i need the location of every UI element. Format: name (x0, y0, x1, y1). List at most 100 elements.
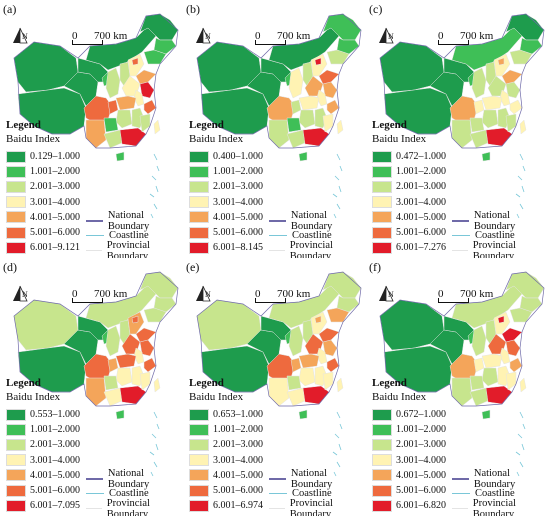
province-liaoning (326, 49, 350, 65)
panel-letter: (c) (369, 2, 383, 16)
north-arrow-icon: N (13, 27, 28, 44)
province-guizhou (103, 375, 119, 391)
scale-zero: 0 (72, 288, 78, 300)
south-sea-island (153, 411, 158, 419)
legend-line-label: Coastline (109, 230, 149, 241)
scale-zero: 0 (438, 30, 444, 42)
legend-class-label: 1.001–2.000 (213, 166, 263, 178)
province-hainan (298, 151, 308, 162)
legend-class: 6.001–7.095 (6, 498, 80, 513)
legend-swatch (6, 484, 26, 497)
province-gansu (443, 315, 475, 341)
legend-line: National Boundary (86, 210, 183, 232)
legend-class-label: 0.400–1.000 (213, 151, 263, 163)
province-liaoning (143, 49, 167, 65)
legend-line-label: Coastline (475, 488, 515, 499)
legend-line-label: National Boundary (290, 209, 333, 232)
legend-class-label: 3.001–4.000 (213, 196, 263, 208)
province-guizhou (103, 117, 119, 133)
legend-class-label: 5.001–6.000 (30, 227, 80, 239)
legend-swatch (372, 150, 392, 163)
national-boundary-symbol (86, 477, 103, 480)
south-sea-island (517, 433, 523, 439)
province-yunnan (268, 119, 290, 149)
national-boundary-symbol (452, 219, 469, 222)
province-zhejiang (509, 99, 523, 115)
scale-zero: 0 (255, 288, 261, 300)
legend-class: 3.001–4.000 (6, 453, 80, 468)
province-taiwan (519, 119, 527, 135)
legend-swatch (372, 423, 392, 436)
south-sea-island (149, 451, 155, 456)
legend-class: 5.001–6.000 (372, 225, 446, 240)
legend-swatch (189, 241, 209, 254)
south-sea-island (515, 193, 521, 198)
legend-line-label: National Boundary (107, 209, 150, 232)
legend-class: 3.001–4.000 (372, 453, 446, 468)
legend-title: Legend (372, 377, 407, 389)
legend-class-label: 3.001–4.000 (213, 454, 263, 466)
south-sea-island (338, 443, 342, 451)
province-liaoning (326, 307, 350, 323)
province-beijing (131, 57, 139, 66)
legend-class: 5.001–6.000 (372, 483, 446, 498)
province-anhui (499, 89, 511, 107)
legend-swatch (189, 499, 209, 512)
legend-swatch (189, 454, 209, 467)
legend-swatch (6, 469, 26, 482)
province-beijing (497, 57, 505, 66)
province-anhui (499, 347, 511, 365)
province-anhui (316, 89, 328, 107)
south-sea-island (332, 193, 338, 198)
legend-line-label: National Boundary (473, 209, 516, 232)
legend-class: 0.672–1.000 (372, 407, 446, 422)
south-sea-island (522, 165, 526, 172)
legend-class-label: 5.001–6.000 (213, 227, 263, 239)
legend-class: 4.001–5.000 (6, 468, 80, 483)
legend-class: 3.001–4.000 (372, 195, 446, 210)
province-shandong (318, 69, 340, 85)
province-beijing (314, 315, 322, 324)
legend-swatch (189, 196, 209, 209)
province-chongqing (473, 357, 485, 373)
legend-swatch (372, 438, 392, 451)
province-shaanxi (288, 325, 304, 357)
scale-label: 700 km (277, 30, 311, 42)
south-sea-island (515, 451, 521, 456)
china-map (13, 13, 179, 219)
province-hainan (481, 151, 491, 162)
panel-letter: (b) (186, 2, 200, 16)
legend-class: 5.001–6.000 (189, 225, 263, 240)
province-hebei (493, 311, 511, 335)
province-hunan (115, 367, 133, 387)
legend-line: Provincial Boundary (86, 240, 183, 258)
legend-swatch (189, 165, 209, 178)
province-yunnan (268, 377, 290, 407)
national-boundary (196, 13, 362, 149)
province-hainan (115, 409, 125, 420)
national-boundary-symbol (269, 219, 286, 222)
legend-class-label: 4.001–5.000 (30, 211, 80, 223)
province-shaanxi (471, 67, 487, 99)
legend-lines: National Boundary Coastline Provincial Bou… (452, 468, 549, 516)
legend-class: 1.001–2.000 (6, 422, 80, 437)
south-sea-island (336, 461, 341, 468)
province-hubei (298, 95, 320, 111)
legend-class: 5.001–6.000 (189, 483, 263, 498)
legend-line: Coastline (86, 228, 183, 243)
north-arrow-icon: N (13, 285, 28, 302)
legend-class: 1.001–2.000 (189, 164, 263, 179)
national-boundary-symbol (269, 477, 286, 480)
map-panel-a: (a) N 0 700 km Legend Baidu Index 0.129–… (0, 0, 183, 258)
province-guizhou (286, 117, 302, 133)
province-taiwan (153, 377, 161, 393)
china-map (196, 13, 362, 219)
province-hunan (115, 109, 133, 129)
legend-swatch (189, 180, 209, 193)
coastline-symbol (86, 493, 104, 494)
legend-title: Legend (189, 119, 224, 131)
south-sea-island (516, 471, 520, 477)
map-panel-d: (d) N 0 700 km Legend Baidu Index 0.553–… (0, 258, 183, 516)
province-hubei (481, 353, 503, 369)
legend-class: 2.001–3.000 (189, 437, 263, 452)
